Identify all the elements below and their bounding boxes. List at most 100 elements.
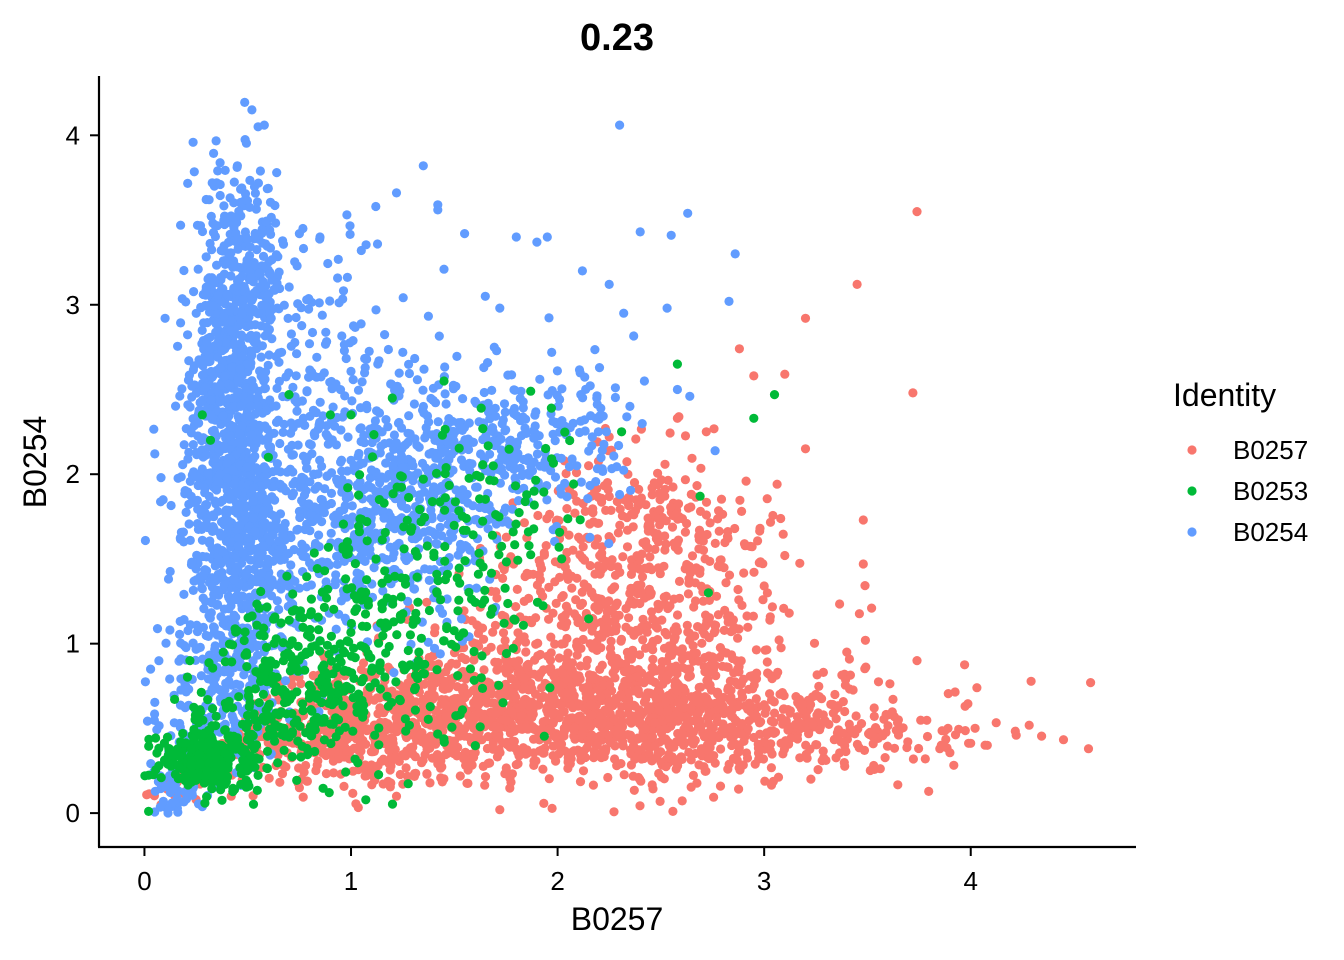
data-point bbox=[263, 433, 273, 443]
data-point bbox=[234, 438, 244, 448]
data-point bbox=[393, 708, 403, 718]
data-point bbox=[357, 377, 367, 387]
data-point bbox=[389, 548, 399, 558]
data-point bbox=[156, 473, 166, 483]
data-point bbox=[635, 801, 645, 811]
data-point bbox=[783, 725, 793, 735]
data-point bbox=[342, 746, 352, 756]
data-point bbox=[724, 570, 735, 580]
data-point bbox=[648, 614, 658, 624]
data-point bbox=[806, 774, 816, 784]
data-point bbox=[908, 388, 918, 398]
data-point bbox=[530, 421, 540, 431]
data-point bbox=[275, 438, 285, 449]
data-point bbox=[800, 444, 811, 454]
data-point bbox=[206, 395, 216, 405]
data-point bbox=[743, 724, 753, 734]
data-point bbox=[436, 763, 446, 773]
data-point bbox=[191, 388, 201, 398]
data-point bbox=[539, 798, 549, 809]
data-point bbox=[713, 610, 724, 620]
data-point bbox=[669, 635, 679, 645]
data-point bbox=[332, 559, 342, 570]
data-point bbox=[214, 477, 224, 487]
data-point bbox=[597, 497, 607, 507]
data-point bbox=[716, 744, 726, 754]
data-point bbox=[179, 440, 189, 450]
data-point bbox=[158, 495, 168, 505]
data-point bbox=[661, 539, 671, 549]
data-point bbox=[439, 774, 449, 784]
data-point bbox=[613, 724, 624, 734]
data-point bbox=[448, 465, 458, 475]
data-point bbox=[169, 718, 179, 728]
data-point bbox=[889, 743, 900, 753]
data-point bbox=[577, 730, 588, 740]
data-point bbox=[207, 511, 217, 521]
data-point bbox=[265, 521, 276, 531]
data-point bbox=[592, 518, 603, 528]
data-point bbox=[364, 346, 374, 356]
data-point bbox=[357, 555, 368, 565]
data-point bbox=[483, 758, 493, 769]
data-point bbox=[249, 483, 259, 493]
data-point bbox=[186, 491, 196, 501]
data-point bbox=[297, 495, 307, 506]
data-point bbox=[635, 774, 645, 784]
data-point bbox=[730, 523, 740, 534]
data-point bbox=[272, 459, 282, 469]
data-point bbox=[326, 488, 337, 498]
data-point bbox=[602, 607, 612, 617]
data-point bbox=[625, 401, 635, 411]
data-point bbox=[480, 291, 490, 301]
data-point bbox=[196, 671, 206, 681]
data-point bbox=[818, 667, 829, 678]
data-point bbox=[365, 528, 375, 538]
data-point bbox=[204, 195, 214, 205]
data-point bbox=[945, 748, 955, 758]
data-point bbox=[655, 796, 665, 807]
data-point bbox=[507, 706, 517, 717]
data-point bbox=[801, 749, 811, 759]
data-point bbox=[726, 692, 736, 702]
data-point bbox=[243, 542, 254, 552]
data-point bbox=[381, 415, 391, 425]
data-point bbox=[248, 496, 258, 506]
data-point bbox=[868, 739, 878, 749]
data-point bbox=[912, 656, 922, 666]
data-point bbox=[513, 747, 523, 758]
data-point bbox=[672, 610, 683, 620]
data-point bbox=[800, 313, 811, 323]
data-point bbox=[617, 511, 628, 521]
data-point bbox=[208, 522, 218, 532]
data-point bbox=[501, 763, 511, 773]
data-point bbox=[702, 676, 712, 686]
data-point bbox=[546, 632, 556, 642]
data-point bbox=[733, 584, 743, 595]
data-point bbox=[610, 383, 621, 393]
data-point bbox=[492, 593, 502, 603]
data-point bbox=[201, 500, 212, 510]
data-point bbox=[713, 514, 723, 524]
data-point bbox=[798, 699, 808, 710]
data-point bbox=[581, 693, 592, 703]
data-point bbox=[660, 627, 670, 638]
data-point bbox=[360, 739, 370, 749]
data-point bbox=[737, 692, 748, 702]
data-point bbox=[353, 385, 364, 395]
data-point bbox=[236, 338, 246, 349]
data-point bbox=[845, 684, 855, 694]
data-point bbox=[753, 743, 764, 753]
data-point bbox=[912, 207, 922, 217]
data-point bbox=[378, 779, 388, 789]
data-point bbox=[573, 643, 583, 653]
data-point bbox=[464, 712, 474, 722]
data-point bbox=[659, 561, 669, 571]
data-point bbox=[176, 220, 186, 230]
chart-title: 0.23 bbox=[580, 17, 654, 59]
data-point bbox=[597, 719, 607, 729]
data-point bbox=[218, 547, 228, 557]
data-point bbox=[424, 652, 434, 663]
data-point bbox=[546, 663, 556, 673]
data-point bbox=[585, 519, 595, 529]
